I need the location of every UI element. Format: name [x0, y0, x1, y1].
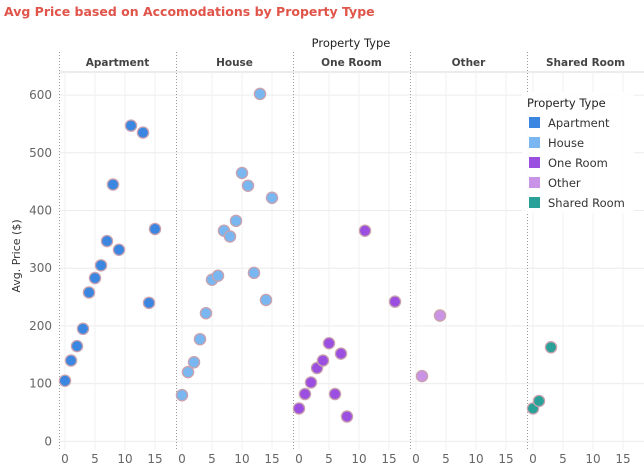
x-tick-label: 10	[117, 452, 132, 466]
legend-swatch	[529, 197, 540, 208]
x-tick-label: 0	[295, 452, 303, 466]
data-point	[175, 388, 189, 402]
x-tick-label: 10	[585, 452, 600, 466]
x-tick-label: 0	[61, 452, 69, 466]
data-point	[388, 295, 402, 308]
data-point	[100, 234, 114, 248]
data-point	[106, 178, 120, 191]
data-point	[292, 402, 306, 415]
x-tick-label: 15	[147, 452, 162, 466]
data-point	[199, 306, 213, 320]
data-point	[142, 296, 156, 310]
legend-title: Property Type	[527, 96, 606, 110]
data-point	[259, 293, 273, 307]
data-point	[76, 322, 90, 336]
x-tick-label: 15	[615, 452, 630, 466]
data-point	[211, 269, 225, 282]
data-point	[340, 410, 354, 423]
x-tick-label: 0	[412, 452, 420, 466]
data-point	[229, 214, 243, 228]
data-point	[58, 374, 72, 387]
data-point	[112, 243, 126, 256]
y-tick-label: 200	[29, 319, 52, 333]
y-tick-label: 500	[29, 146, 52, 160]
column-header-title: Property Type	[312, 36, 391, 50]
x-tick-label: 10	[468, 452, 483, 466]
panel-headers: Apartment House One Room Other Shared Room	[86, 57, 625, 69]
panel-header: One Room	[321, 57, 382, 69]
y-tick-label: 400	[29, 204, 52, 218]
y-tick-label: 600	[29, 88, 52, 102]
legend-swatch	[529, 157, 540, 168]
x-tick-label: 5	[208, 452, 216, 466]
legend-swatch	[529, 117, 540, 128]
data-point	[415, 369, 429, 383]
legend-item-label: One Room	[548, 156, 608, 170]
data-point	[64, 354, 78, 367]
x-tick-label: 15	[381, 452, 396, 466]
data-point	[88, 271, 102, 285]
panel-header: Shared Room	[546, 57, 625, 69]
y-tick-label: 100	[29, 377, 52, 391]
panel-dividers	[59, 52, 528, 450]
data-point	[193, 332, 207, 346]
y-axis-ticks: 0 100 200 300 400 500 600	[29, 88, 52, 448]
panel-header: Apartment	[86, 57, 149, 69]
panel-header: House	[216, 57, 253, 69]
data-point	[265, 191, 279, 205]
data-point	[241, 179, 255, 192]
data-point	[298, 387, 312, 401]
x-tick-label: 10	[351, 452, 366, 466]
data-point	[223, 230, 237, 243]
x-tick-label: 10	[234, 452, 249, 466]
data-point	[124, 119, 138, 132]
data-point	[136, 126, 150, 139]
x-tick-label: 15	[498, 452, 513, 466]
legend-item-label: Shared Room	[548, 196, 625, 210]
legend-swatch	[529, 137, 540, 148]
y-tick-label: 0	[44, 434, 52, 448]
x-tick-label: 15	[264, 452, 279, 466]
data-point	[316, 354, 330, 367]
data-point	[544, 341, 558, 354]
data-point	[253, 87, 267, 101]
data-point	[433, 309, 447, 322]
x-tick-label: 5	[559, 452, 567, 466]
x-tick-label: 5	[325, 452, 333, 466]
x-tick-label: 5	[442, 452, 450, 466]
legend: Property Type Apartment House One Room Othe…	[522, 92, 634, 214]
data-point	[532, 394, 546, 408]
data-point	[304, 376, 318, 389]
panel-header: Other	[452, 57, 487, 69]
data-point	[334, 347, 348, 360]
y-tick-label: 300	[29, 261, 52, 275]
x-tick-label: 0	[178, 452, 186, 466]
data-point	[247, 266, 261, 280]
chart-title: Avg Price based on Accomodations by Prop…	[4, 4, 375, 19]
data-point	[358, 224, 372, 237]
legend-swatch	[529, 177, 540, 188]
data-point	[94, 259, 108, 272]
data-point	[82, 286, 96, 299]
x-tick-label: 5	[91, 452, 99, 466]
data-point	[148, 222, 162, 236]
x-axis-ticks: 0 5 10 15 0 5 10 15 0 5 10 15 0 5 10 15 0 5 10 15	[61, 452, 630, 466]
data-point	[328, 387, 342, 401]
data-point	[235, 166, 249, 180]
x-tick-label: 0	[529, 452, 537, 466]
data-point	[322, 336, 336, 350]
data-point	[187, 356, 201, 369]
data-point	[70, 339, 84, 353]
legend-item-label: Other	[548, 176, 581, 190]
y-axis-label: Avg. Price ($)	[10, 219, 23, 292]
legend-item-label: Apartment	[548, 116, 610, 130]
data-point	[181, 365, 195, 379]
data-points	[58, 87, 558, 423]
legend-item-label: House	[548, 136, 584, 150]
